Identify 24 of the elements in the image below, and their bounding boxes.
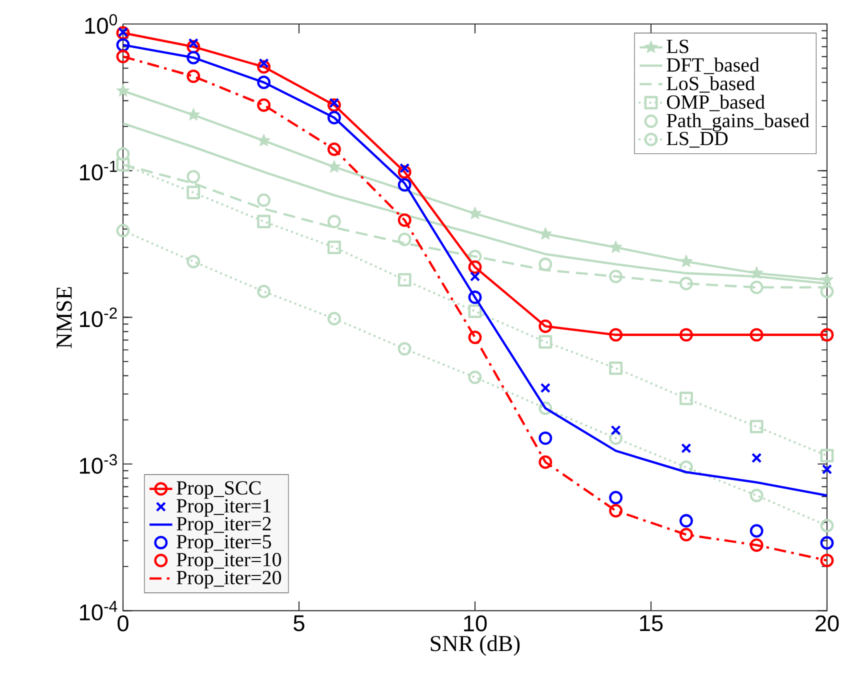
legend-label: Prop_iter=1 bbox=[176, 499, 271, 517]
y-tick-label: 10$^{-4}$ bbox=[80, 601, 118, 621]
y-axis-title: NMSE bbox=[56, 287, 72, 348]
legend-label: Prop_SCC bbox=[176, 481, 261, 499]
legend-label: Prop_iter=5 bbox=[176, 535, 272, 553]
x-tick-label: 0 bbox=[118, 616, 128, 632]
legend-label: OMP_based bbox=[667, 94, 765, 112]
y-tick-label: 10$^{-2}$ bbox=[80, 308, 117, 328]
legend-label: Path_gains_based bbox=[666, 113, 810, 132]
x-tick-label: 15 bbox=[640, 616, 663, 632]
legend-label: Prop_iter=20 bbox=[176, 571, 282, 589]
legend-label: Prop_iter=10 bbox=[176, 553, 282, 571]
x-tick-label: 10 bbox=[464, 616, 487, 632]
legend-label: Prop_iter=2 bbox=[176, 517, 271, 535]
legend-label: DFT_based bbox=[666, 58, 760, 74]
x-tick-label: 20 bbox=[816, 616, 839, 632]
y-tick-label: 10$^{-3}$ bbox=[80, 454, 117, 474]
y-tick-label: 10$^{-1}$ bbox=[80, 161, 117, 181]
legend-label: LoS_based bbox=[666, 76, 755, 93]
legend-label: LS_DD bbox=[666, 132, 728, 148]
y-tick-label: 10$^{0}$ bbox=[85, 14, 117, 34]
x-axis-title: SNR (dB) bbox=[430, 635, 520, 656]
x-tick-label: 5 bbox=[294, 616, 304, 632]
legend-label: LS bbox=[666, 40, 688, 54]
